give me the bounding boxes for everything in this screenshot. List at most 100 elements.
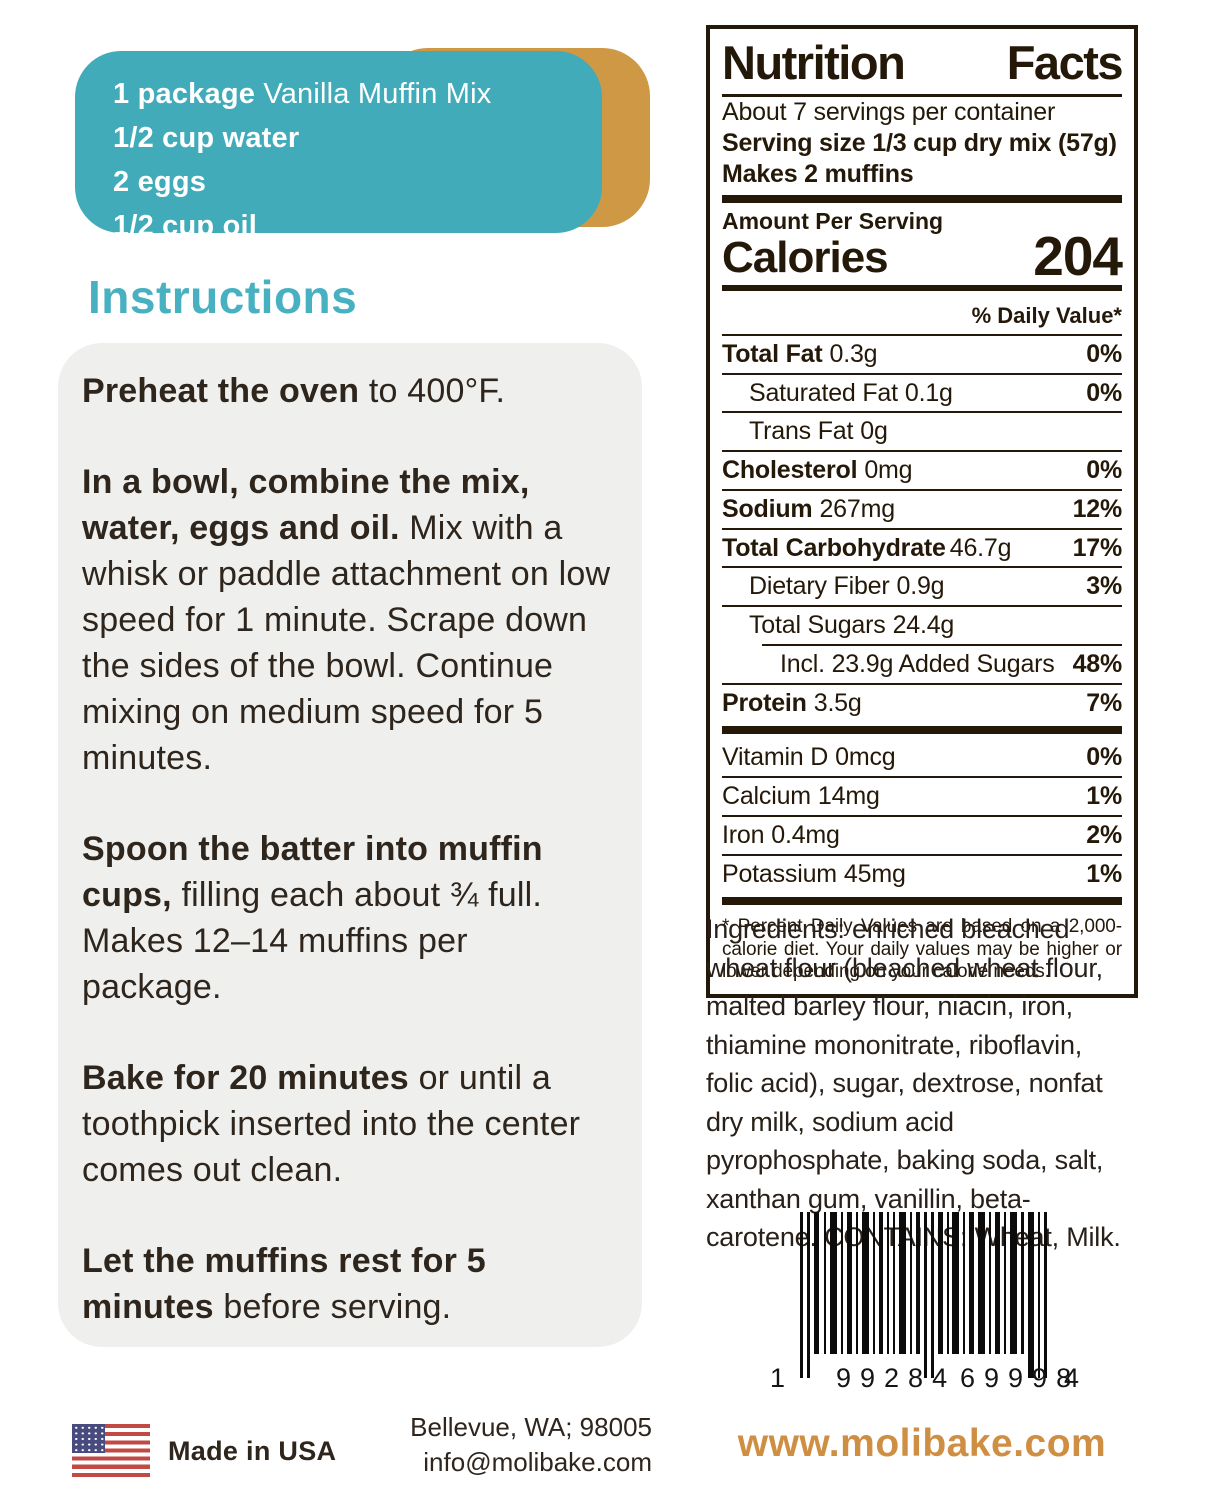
step-lead: Preheat the oven xyxy=(82,372,360,410)
instruction-step: Bake for 20 minutes or until a toothpick… xyxy=(82,1055,616,1193)
nutrient-name: Total Sugars xyxy=(749,611,886,639)
nutrition-row: Incl. 23.9g Added Sugars 48% xyxy=(762,643,1123,683)
nutrient-amount: 14mg xyxy=(817,782,880,810)
nutrition-row: Cholesterol 0mg 0% xyxy=(722,450,1122,489)
nutrient-amount: 0.1g xyxy=(904,378,953,407)
nutrient-rows: Total Fat 0.3g 0% Saturated Fat 0.1g 0% Tran… xyxy=(722,333,1123,722)
nutrition-title-word: Nutrition xyxy=(722,36,906,89)
step-rest: Mix with a whisk or paddle attachment on… xyxy=(82,509,611,777)
instruction-step: Spoon the batter into muffin cups, filli… xyxy=(82,826,616,1010)
nutrient-dv: 1% xyxy=(1086,859,1122,888)
barcode-digit-right: 4 xyxy=(1063,1363,1080,1393)
nutrient-name: Iron xyxy=(722,820,765,849)
nutrient-dv: 7% xyxy=(1086,688,1122,717)
nutrient-amount: 3.5g xyxy=(813,688,862,717)
recipe-ingredient-line: 1/2 cup water xyxy=(113,116,592,160)
nutrient-name: Cholesterol xyxy=(722,456,858,484)
nutrition-footnote: * Percent Daily Values are based on a 2,… xyxy=(722,916,1122,983)
nutrient-dv: 3% xyxy=(1086,572,1122,601)
address-line: Bellevue, WA; 98005 xyxy=(410,1412,652,1442)
nutrition-row: Trans Fat 0g xyxy=(722,411,1122,450)
amount-per-serving-label: Amount Per Serving xyxy=(722,208,944,234)
nutrition-row: Protein 3.5g 7% xyxy=(722,682,1122,722)
nutrient-amount: 0g xyxy=(860,417,888,446)
calories-value: 204 xyxy=(1033,225,1123,287)
flag-canton xyxy=(72,1424,105,1453)
medium-divider xyxy=(722,284,1122,291)
website-link: www.molibake.com xyxy=(737,1422,1107,1465)
calories-label: Calories xyxy=(722,232,889,282)
nutrient-name: Vitamin D xyxy=(722,743,829,772)
recipe-ingredient-line: 2 eggs xyxy=(113,160,592,204)
nutrient-dv: 2% xyxy=(1086,820,1122,849)
step-rest: filling each about ¾ full. Makes 12–14 m… xyxy=(82,876,542,1006)
email-line: info@molibake.com xyxy=(423,1447,652,1477)
thick-divider xyxy=(722,897,1122,906)
nutrition-row: Saturated Fat 0.1g 0% xyxy=(722,372,1122,412)
nutrient-dv: 48% xyxy=(1072,649,1123,678)
nutrient-amount: 46.7g xyxy=(949,533,1012,562)
nutrition-row: Vitamin D 0mcg 0% xyxy=(722,739,1122,776)
nutrient-dv: 0% xyxy=(1086,456,1122,484)
recipe-ingredient-line: 1/2 cup oil xyxy=(113,204,592,248)
nutrient-dv: 12% xyxy=(1072,494,1123,523)
recipe-ingredients-box: 1 package Vanilla Muffin Mix 1/2 cup wat… xyxy=(75,51,602,242)
thick-divider xyxy=(722,726,1122,735)
nutrition-row: Sodium 267mg 12% xyxy=(722,488,1123,528)
recipe-card: 1 package Vanilla Muffin Mix 1/2 cup wat… xyxy=(75,48,650,242)
us-flag-icon xyxy=(72,1424,150,1477)
nutrient-amount: 45mg xyxy=(843,859,906,888)
instructions-heading: Instructions xyxy=(88,271,358,323)
nutrition-title: Nutrition Facts xyxy=(722,35,1124,97)
nutrient-name: Dietary Fiber xyxy=(749,572,890,601)
ingredient-quantity: 2 eggs xyxy=(113,166,207,198)
nutrition-row: Iron 0.4mg 2% xyxy=(722,814,1122,854)
nutrient-amount: 24.4g xyxy=(892,611,955,639)
nutrition-row: Dietary Fiber 0.9g 3% xyxy=(722,566,1122,605)
instruction-step: Preheat the oven to 400°F. xyxy=(82,368,616,414)
step-lead: Spoon the batter into muffin cups, xyxy=(82,830,543,914)
step-lead: In a bowl, combine the mix, water, eggs … xyxy=(82,463,530,547)
nutrition-row: Potassium 45mg 1% xyxy=(722,853,1122,893)
nutrient-name: Total Carbohydrate xyxy=(722,533,946,562)
made-in-usa-label: Made in USA xyxy=(168,1436,337,1466)
nutrient-dv: 17% xyxy=(1072,533,1123,562)
nutrient-dv: 0% xyxy=(1086,378,1122,407)
nutrition-row: Total Carbohydrate 46.7g 17% xyxy=(722,527,1123,567)
instruction-step: Let the muffins rest for 5 minutes befor… xyxy=(82,1238,616,1330)
nutrient-name: Protein xyxy=(722,688,807,717)
barcode-group-right: 69998 xyxy=(960,1363,1081,1393)
thick-divider xyxy=(722,195,1122,203)
company-address: Bellevue, WA; 98005 info@molibake.com xyxy=(392,1410,652,1480)
barcode-group-left: 99284 xyxy=(836,1363,957,1393)
makes-line: Makes 2 muffins xyxy=(722,160,914,188)
instruction-step: In a bowl, combine the mix, water, eggs … xyxy=(82,459,616,781)
nutrition-row: Calcium 14mg 1% xyxy=(722,776,1122,815)
nutrient-name: Saturated Fat xyxy=(749,378,898,407)
ingredient-quantity: 1/2 cup water xyxy=(113,122,300,154)
nutrient-amount: 0mg xyxy=(864,456,913,484)
nutrient-dv: 1% xyxy=(1086,782,1122,810)
ingredient-quantity: 1 package xyxy=(113,78,256,110)
servings-per-container: About 7 servings per container xyxy=(722,98,1056,126)
nutrient-dv: 0% xyxy=(1086,339,1122,368)
nutrition-row: Total Fat 0.3g 0% xyxy=(722,333,1122,373)
ingredient-quantity: 1/2 cup oil xyxy=(113,210,258,242)
nutrient-name: Incl. 23.9g Added Sugars xyxy=(780,649,1055,678)
nutrient-name: Potassium xyxy=(722,859,837,888)
nutrient-amount: 0.9g xyxy=(896,572,945,601)
serving-size: Serving size 1/3 cup dry mix (57g) xyxy=(722,129,1117,157)
vitamin-rows: Vitamin D 0mcg 0% Calcium 14mg 1% Iron 0.4mg 2… xyxy=(722,739,1122,892)
nutrient-name: Calcium xyxy=(722,782,811,810)
step-lead: Let the muffins rest for 5 minutes xyxy=(82,1242,486,1326)
nutrient-name: Sodium xyxy=(722,494,813,523)
nutrition-row: Total Sugars 24.4g xyxy=(722,605,1122,644)
step-rest: or until a toothpick inserted into the c… xyxy=(82,1059,581,1189)
nutrient-name: Trans Fat xyxy=(749,417,854,446)
nutrition-facts-label: Nutrition Facts About 7 servings per con… xyxy=(706,25,1138,998)
step-rest: before serving. xyxy=(213,1288,452,1326)
ingredients-paragraph: Ingredients: enriched bleached wheat flo… xyxy=(706,914,1121,1252)
nutrient-name: Total Fat xyxy=(722,339,823,368)
calories-row: Calories 204 xyxy=(722,225,1123,287)
